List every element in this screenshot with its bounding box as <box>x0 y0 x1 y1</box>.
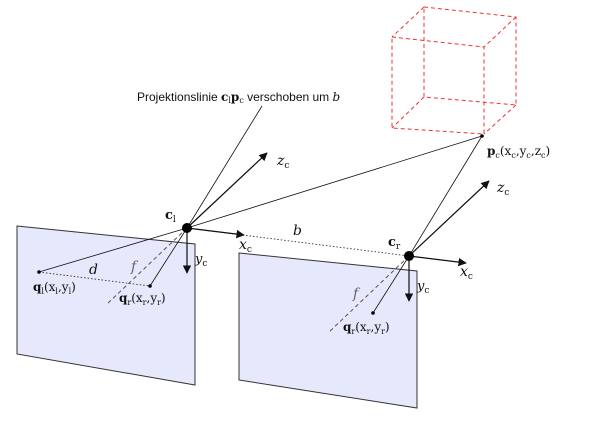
left-image-plane <box>16 225 196 386</box>
qr-left-label: qr(xr,yr) <box>119 291 166 307</box>
pc-label: pc(xc,yc,zc) <box>487 144 550 160</box>
left-to-qr-line <box>149 227 188 287</box>
point-qr-right <box>371 311 375 315</box>
baseline-line <box>186 227 410 257</box>
shifted-projection-line <box>38 227 188 273</box>
right-z-axis <box>408 180 490 257</box>
baseline-label: b <box>293 223 302 239</box>
left-center-label: cl <box>165 208 176 225</box>
point-ql <box>37 270 41 274</box>
left-y-label: yc <box>194 252 207 269</box>
right-x-axis <box>408 255 467 267</box>
disparity-label: d <box>89 262 98 278</box>
right-to-qr-line <box>372 255 410 314</box>
ray-right-to-point <box>408 135 483 257</box>
left-x-axis <box>186 227 245 239</box>
left-z-label: zc <box>276 153 289 171</box>
right-y-label: yc <box>416 279 429 296</box>
left-z-axis <box>186 152 268 229</box>
right-image-plane <box>238 252 418 409</box>
left-focal-line <box>105 227 188 306</box>
left-focal-label: f <box>130 259 139 275</box>
right-focal-label: f <box>352 286 361 302</box>
left-camera-center <box>182 223 192 233</box>
disparity-line <box>38 271 151 287</box>
left-x-label: xc <box>239 237 252 255</box>
right-x-label: xc <box>460 264 473 282</box>
right-camera-center <box>404 251 414 261</box>
ray-left-to-point <box>186 135 483 229</box>
caption: Projektionslinie clpc verschoben um b <box>137 90 340 105</box>
caption-leader <box>186 105 263 229</box>
point-pc <box>480 134 484 138</box>
qr-right-label: qr(xr,yr) <box>343 320 390 336</box>
right-focal-line <box>327 255 410 334</box>
right-center-label: cr <box>388 235 401 252</box>
point-qr-left <box>148 284 152 288</box>
object-cube <box>391 6 517 135</box>
ql-label: ql(xl,yl) <box>33 280 76 296</box>
right-z-label: zc <box>496 180 509 198</box>
